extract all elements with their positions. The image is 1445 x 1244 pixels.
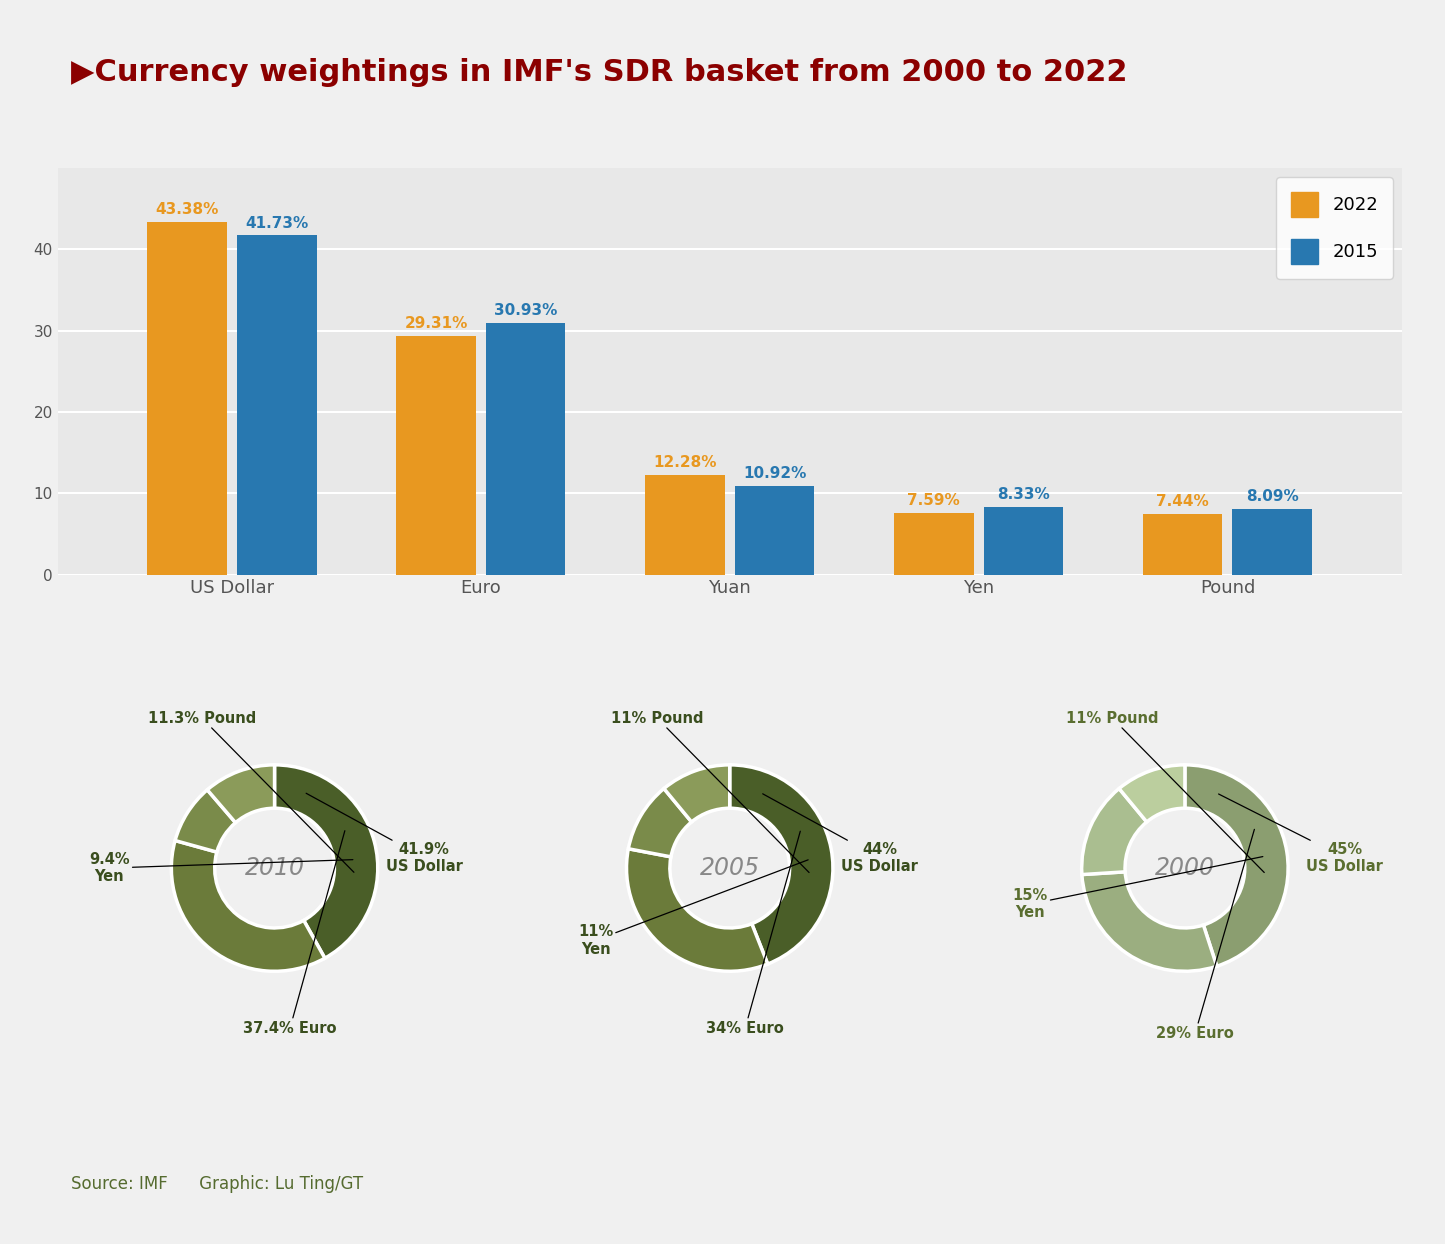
Text: 7.44%: 7.44% — [1156, 494, 1209, 509]
Wedge shape — [629, 789, 692, 857]
Bar — [486, 323, 565, 575]
Wedge shape — [1082, 789, 1147, 875]
Wedge shape — [663, 765, 730, 822]
Text: 2010: 2010 — [244, 856, 305, 880]
Text: 44%
US Dollar: 44% US Dollar — [763, 794, 918, 875]
Text: 15%
Yen: 15% Yen — [1013, 857, 1263, 921]
Text: 2005: 2005 — [699, 856, 760, 880]
Text: 29.31%: 29.31% — [405, 316, 468, 331]
Text: 11.3% Pound: 11.3% Pound — [149, 710, 354, 872]
Text: 9.4%
Yen: 9.4% Yen — [90, 852, 353, 884]
Text: 11%
Yen: 11% Yen — [578, 860, 808, 957]
Text: Source: IMF      Graphic: Lu Ting/GT: Source: IMF Graphic: Lu Ting/GT — [71, 1176, 363, 1193]
Bar — [147, 221, 227, 575]
Wedge shape — [1082, 872, 1217, 972]
Bar — [1233, 509, 1312, 575]
Wedge shape — [627, 848, 767, 972]
Wedge shape — [730, 765, 832, 964]
Bar — [396, 336, 475, 575]
Text: 45%
US Dollar: 45% US Dollar — [1218, 794, 1383, 875]
Text: 43.38%: 43.38% — [156, 202, 218, 218]
Wedge shape — [275, 765, 377, 958]
Text: 41.73%: 41.73% — [246, 215, 308, 230]
Bar — [1143, 514, 1222, 575]
Wedge shape — [1118, 765, 1185, 822]
Bar — [894, 513, 974, 575]
Text: 30.93%: 30.93% — [494, 304, 558, 318]
Text: 10.92%: 10.92% — [743, 466, 806, 481]
Text: 29% Euro: 29% Euro — [1156, 830, 1254, 1041]
Text: 8.09%: 8.09% — [1246, 489, 1299, 504]
Text: 34% Euro: 34% Euro — [707, 831, 801, 1035]
Text: 12.28%: 12.28% — [653, 455, 717, 470]
Text: 11% Pound: 11% Pound — [611, 710, 809, 872]
Wedge shape — [172, 841, 325, 972]
Text: 41.9%
US Dollar: 41.9% US Dollar — [306, 794, 462, 875]
Text: 8.33%: 8.33% — [997, 488, 1049, 503]
Wedge shape — [207, 765, 275, 822]
Text: 37.4% Euro: 37.4% Euro — [243, 831, 345, 1035]
Text: 2000: 2000 — [1155, 856, 1215, 880]
Text: 11% Pound: 11% Pound — [1066, 710, 1264, 872]
Bar — [644, 475, 725, 575]
Legend: 2022, 2015: 2022, 2015 — [1276, 177, 1393, 279]
Text: ▶Currency weightings in IMF's SDR basket from 2000 to 2022: ▶Currency weightings in IMF's SDR basket… — [71, 57, 1127, 87]
Bar — [984, 506, 1064, 575]
Text: 7.59%: 7.59% — [907, 493, 959, 508]
Bar — [734, 486, 815, 575]
Wedge shape — [175, 790, 236, 852]
Bar — [237, 235, 316, 575]
Wedge shape — [1185, 765, 1287, 967]
